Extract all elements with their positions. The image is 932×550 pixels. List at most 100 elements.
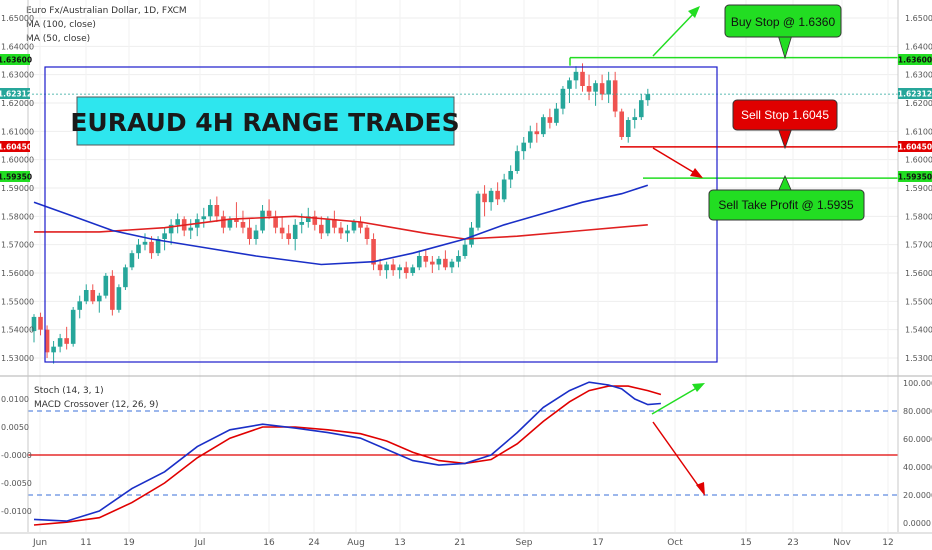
price-tick-left: 1.62000 xyxy=(1,99,34,108)
candle-body xyxy=(599,83,605,95)
candle-body xyxy=(77,301,83,310)
candle-body xyxy=(547,117,553,123)
time-tick: 17 xyxy=(592,538,603,548)
candle xyxy=(129,250,135,271)
candle xyxy=(514,145,520,174)
candle xyxy=(384,261,389,279)
candle xyxy=(292,219,298,251)
candle-body xyxy=(554,108,559,123)
price-tick-right: 1.56000 xyxy=(905,269,932,278)
time-tick: 11 xyxy=(80,538,91,548)
price-tick-right: 1.65000 xyxy=(905,14,932,23)
candle xyxy=(168,219,174,245)
price-tick-left: 1.65000 xyxy=(1,14,34,23)
price-tick-left: 1.61000 xyxy=(1,127,34,136)
candle xyxy=(619,108,624,140)
candle xyxy=(77,295,83,319)
candle xyxy=(390,258,396,276)
price-tick-right: 1.62000 xyxy=(905,99,932,108)
candle-body xyxy=(638,100,644,118)
candle xyxy=(175,213,180,234)
candle-body xyxy=(430,261,435,265)
candle xyxy=(136,239,141,259)
candle-body xyxy=(208,205,213,217)
candle xyxy=(221,210,226,234)
candle xyxy=(38,312,43,336)
candle-body xyxy=(345,230,350,234)
candle-body xyxy=(286,233,291,239)
price-tick-left: 1.54000 xyxy=(1,326,34,335)
candle-body xyxy=(51,346,56,353)
sell-tp-text: Sell Take Profit @ 1.5935 xyxy=(718,198,854,212)
candle-body xyxy=(240,222,246,228)
candle-body xyxy=(90,290,96,302)
candle xyxy=(31,314,37,343)
candle xyxy=(110,270,115,316)
time-tick: 21 xyxy=(454,538,465,548)
candle xyxy=(443,250,448,271)
candle-body xyxy=(31,316,37,332)
candle-body xyxy=(423,256,429,262)
candle-body xyxy=(384,264,389,271)
macd-tick: 0.0100 xyxy=(1,395,29,404)
candle xyxy=(149,236,154,259)
candle-body xyxy=(332,219,337,228)
time-tick: 19 xyxy=(123,538,135,548)
candle-body xyxy=(632,117,638,120)
candle xyxy=(449,258,455,273)
candle xyxy=(279,216,285,239)
candle xyxy=(377,258,383,276)
candle-body xyxy=(64,338,69,344)
sell-stop-callout: Sell Stop 1.6045 xyxy=(732,99,838,150)
stoch-tick: 60.0000 xyxy=(903,435,932,444)
candle-body xyxy=(403,267,409,273)
candle-body xyxy=(273,216,278,228)
candle xyxy=(488,188,494,211)
tag-tp-left: 1.59350 xyxy=(0,173,32,182)
trade-levels xyxy=(28,56,898,179)
candle xyxy=(456,250,461,268)
candle-body xyxy=(541,117,546,135)
candle xyxy=(436,256,442,271)
candle-body xyxy=(305,216,311,222)
candle-body xyxy=(527,131,533,143)
candle xyxy=(508,165,513,188)
buy-stop-text: Buy Stop @ 1.6360 xyxy=(731,15,836,29)
candle-body xyxy=(371,239,376,265)
candle xyxy=(338,222,344,239)
candle-body xyxy=(201,216,207,220)
time-tick: 24 xyxy=(308,538,320,548)
candle xyxy=(116,284,122,313)
candle xyxy=(501,173,507,203)
sell-tp-callout: Sell Take Profit @ 1.5935 xyxy=(708,175,865,221)
candle-body xyxy=(449,261,455,268)
candle-body xyxy=(116,287,122,310)
candle-body xyxy=(279,227,285,234)
candle xyxy=(358,216,363,234)
candle xyxy=(534,122,540,143)
candle-body xyxy=(534,131,540,135)
candle-body xyxy=(136,244,141,254)
candle-body xyxy=(97,295,102,302)
price-tick-left: 1.59000 xyxy=(1,184,34,193)
candle-body xyxy=(495,190,500,200)
candle-body xyxy=(299,222,305,225)
candle xyxy=(521,137,527,160)
candle-body xyxy=(625,120,631,137)
candle-body xyxy=(103,275,109,296)
candle-body xyxy=(70,309,76,344)
candle xyxy=(312,210,318,231)
candle xyxy=(593,80,598,106)
candle xyxy=(482,185,487,217)
candle xyxy=(632,108,638,129)
candle-body xyxy=(462,244,468,256)
macd-line xyxy=(33,381,661,522)
candle-body xyxy=(175,219,180,225)
stoch-tick: 100.0000 xyxy=(903,379,932,388)
candle xyxy=(240,210,246,234)
price-tick-right: 1.64000 xyxy=(905,42,932,51)
candle xyxy=(541,114,546,137)
candle xyxy=(103,273,109,299)
time-tick: 15 xyxy=(740,538,751,548)
candle xyxy=(214,196,220,222)
